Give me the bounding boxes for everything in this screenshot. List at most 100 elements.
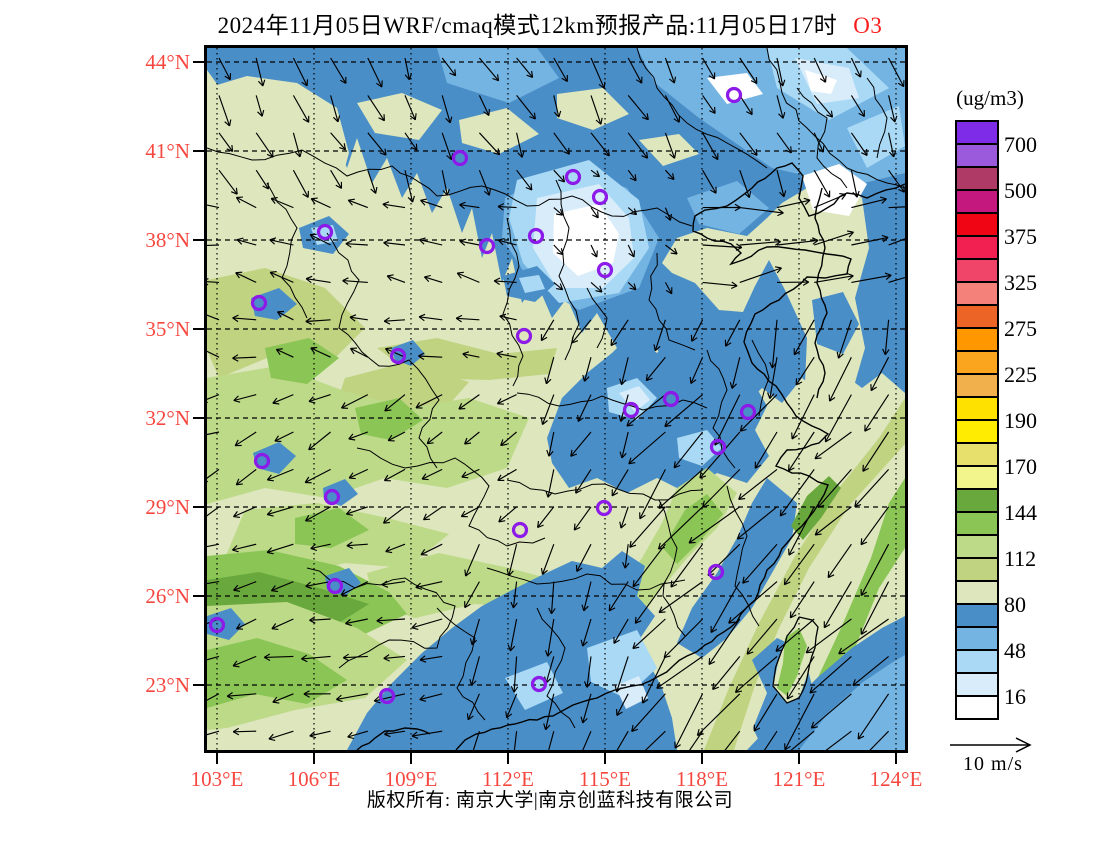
wind-arrow (664, 132, 677, 159)
wind-arrow (627, 281, 637, 291)
wind-arrow (888, 95, 898, 123)
wind-arrow (304, 468, 331, 484)
wind-arrow (827, 543, 852, 579)
wind-arrow (218, 95, 232, 127)
wind-arrow (702, 468, 741, 508)
colorbar-segment (957, 536, 997, 559)
wind-arrow (385, 347, 406, 358)
o3-region-blue (347, 551, 677, 750)
city-marker (622, 401, 640, 419)
plot-title-text: 2024年11月05日WRF/cmaq模式12km预报产品:11月05日17时 (217, 13, 838, 38)
lon-label: 118°E (676, 767, 728, 791)
colorbar-segment (957, 582, 997, 605)
city-marker (250, 294, 268, 312)
wind-arrow (753, 693, 778, 732)
province-boundary (436, 607, 486, 721)
wind-arrow (610, 319, 629, 347)
wind-arrow (330, 57, 347, 84)
lat-label: 38°N (145, 228, 190, 252)
wind-arrow (828, 356, 852, 402)
wind-arrow (627, 207, 638, 216)
wind-arrow (776, 278, 809, 286)
wind-arrow (776, 95, 786, 119)
wind-arrow (218, 57, 232, 81)
wind-arrow (418, 313, 443, 322)
city-marker (725, 86, 743, 104)
wind-arrow (614, 656, 629, 693)
wind-arrow (813, 95, 834, 118)
wind-arrow (422, 506, 443, 521)
coastline (814, 187, 828, 399)
colorbar-segment (957, 697, 997, 718)
city-marker (596, 261, 614, 279)
plot-title: 2024年11月05日WRF/cmaq模式12km预报产品:11月05日17时 O… (0, 6, 1100, 40)
colorbar-segment (957, 352, 997, 375)
colorbar-segment (957, 375, 997, 398)
colorbar-segment (957, 145, 997, 168)
wind-arrow (270, 197, 294, 209)
colorbar-unit-label: (ug/m3) (956, 86, 1024, 110)
wind-arrow (404, 132, 418, 151)
colorbar-segment (957, 237, 997, 260)
wind-arrow (644, 730, 666, 750)
wind-arrow (404, 57, 413, 81)
wind-arrow (441, 95, 453, 124)
wind-arrow (266, 506, 294, 517)
wind-arrow (207, 543, 220, 548)
colorbar-value: 170 (1004, 454, 1037, 479)
lat-tick (193, 417, 204, 419)
lat-label: 26°N (145, 584, 190, 608)
wind-arrow (739, 132, 758, 156)
colorbar-segment (957, 191, 997, 214)
wind-scale-label: 10 m/s (963, 753, 1023, 775)
wind-arrow (580, 693, 592, 724)
wind-arrow (805, 618, 852, 654)
wind-arrow (345, 506, 368, 516)
wind-arrow (387, 431, 406, 442)
wind-arrow (441, 57, 457, 77)
wind-arrow (860, 543, 890, 596)
wind-arrow (590, 57, 606, 89)
wind-arrow (292, 169, 309, 198)
wind-arrow (862, 431, 890, 472)
wind-arrow (310, 197, 331, 209)
wind-arrow (776, 170, 787, 198)
wind-arrow (824, 394, 852, 443)
pollutant-label: O3 (853, 13, 883, 38)
colorbar-segment (957, 444, 997, 467)
lon-tick (895, 752, 897, 764)
city-marker (389, 347, 407, 365)
province-boundary (658, 499, 686, 637)
wind-arrow (207, 581, 220, 585)
lon-tick (313, 752, 315, 764)
wind-arrow (739, 266, 782, 283)
wind-arrow (590, 132, 610, 157)
wind-arrow (347, 198, 369, 209)
wind-arrow (888, 238, 905, 246)
wind-arrow (420, 543, 443, 556)
o3-region-base (639, 134, 699, 166)
colorbar-segment (957, 168, 997, 191)
wind-arrow (272, 394, 294, 405)
wind-arrow (553, 169, 566, 183)
wind-arrow (376, 616, 406, 625)
wind-arrow (665, 244, 678, 255)
wind-arrow (670, 543, 704, 588)
wind-arrow (860, 581, 890, 635)
wind-arrow (581, 581, 592, 612)
lat-label: 23°N (145, 673, 190, 697)
city-marker (378, 687, 396, 705)
wind-arrow (233, 506, 257, 518)
wind-arrow (459, 201, 480, 210)
colorbar-value: 144 (1004, 500, 1037, 525)
wind-arrow (814, 272, 854, 283)
wind-arrow (634, 581, 666, 624)
wind-arrow (619, 431, 629, 459)
wind-arrow (658, 581, 703, 614)
wind-arrow (860, 506, 890, 546)
province-boundary (648, 252, 696, 351)
wind-arrow (590, 244, 598, 258)
wind-arrow (383, 654, 406, 662)
o3-region-blue (677, 478, 797, 658)
wind-arrow (702, 95, 716, 114)
